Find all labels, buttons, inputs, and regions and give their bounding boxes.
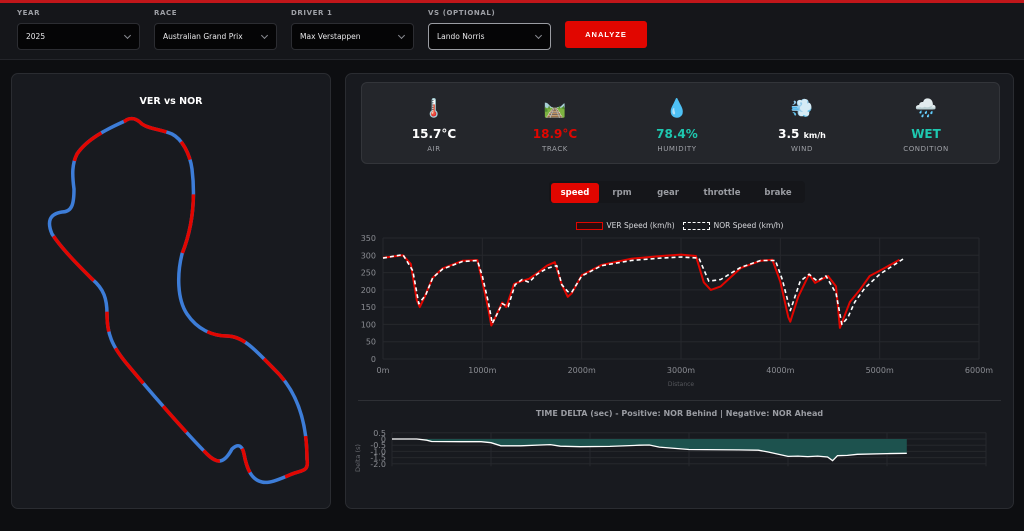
track-icon: 🛤️ (543, 98, 567, 119)
svg-text:Distance: Distance (668, 381, 695, 388)
svg-text:4000m: 4000m (766, 366, 794, 375)
condition-value: WET (911, 127, 941, 141)
driver2-label: VS (OPTIONAL) (428, 9, 496, 17)
year-value: 2025 (26, 32, 46, 41)
weather-track: 🛤️ 18.9°C TRACK (505, 97, 605, 153)
driver2-field: VS (OPTIONAL) Lando Norris (428, 9, 551, 50)
tab-gear[interactable]: gear (657, 188, 679, 198)
wind-icon: 💨 (790, 98, 814, 119)
chevron-down-icon (534, 31, 543, 39)
air-temp-value: 15.7°C (411, 127, 457, 141)
droplet-icon: 💧 (665, 98, 689, 119)
nor-swatch (682, 221, 710, 230)
race-field: RACE Australian Grand Prix (154, 9, 277, 50)
chevron-down-icon (260, 31, 269, 39)
weather-card: 🌡️ 15.7°C AIR 🛤️ 18.9°C TRACK 💧 78.4% HU… (361, 82, 1000, 164)
ver-swatch (575, 221, 603, 230)
svg-text:1000m: 1000m (468, 366, 496, 375)
legend-ver-label: VER Speed (km/h) (606, 221, 675, 230)
legend-nor[interactable]: NOR Speed (km/h) (682, 221, 784, 230)
rain-cloud-icon: 🌧️ (914, 98, 938, 119)
svg-text:0.5: 0.5 (373, 429, 386, 438)
race-label: RACE (154, 9, 178, 17)
telemetry-panel: 🌡️ 15.7°C AIR 🛤️ 18.9°C TRACK 💧 78.4% HU… (345, 73, 1014, 509)
legend-nor-label: NOR Speed (km/h) (713, 221, 784, 230)
driver2-select[interactable]: Lando Norris (428, 23, 551, 50)
driver1-select[interactable]: Max Verstappen (291, 23, 414, 50)
svg-text:-1.5: -1.5 (370, 454, 386, 463)
svg-text:0: 0 (371, 355, 376, 364)
wind-unit: km/h (803, 131, 826, 140)
track-temp-value: 18.9°C (532, 127, 578, 141)
thermometer-icon: 🌡️ (422, 98, 446, 119)
driver1-label: DRIVER 1 (291, 9, 333, 17)
weather-humidity: 💧 78.4% HUMIDITY (627, 97, 727, 153)
svg-text:3000m: 3000m (667, 366, 695, 375)
svg-text:200: 200 (361, 286, 376, 295)
filter-toolbar: YEAR 2025 RACE Australian Grand Prix DRI… (0, 3, 1024, 60)
chevron-down-icon (123, 31, 132, 39)
driver1-field: DRIVER 1 Max Verstappen (291, 9, 414, 50)
year-field: YEAR 2025 (17, 9, 140, 50)
telemetry-tabs: speed rpm gear throttle brake (549, 181, 805, 203)
svg-text:0m: 0m (377, 366, 390, 375)
tab-brake[interactable]: brake (764, 188, 792, 198)
chart-divider (358, 400, 1001, 401)
svg-text:50: 50 (366, 338, 376, 347)
track-temp-label: TRACK (542, 145, 568, 153)
weather-wind: 💨 3.5 km/h WIND (752, 97, 852, 153)
wind-value: 3.5 km/h (752, 127, 852, 141)
race-select[interactable]: Australian Grand Prix (154, 23, 277, 50)
tab-rpm[interactable]: rpm (612, 188, 632, 198)
legend-ver[interactable]: VER Speed (km/h) (575, 221, 675, 230)
track-map-title: VER vs NOR (139, 96, 203, 107)
svg-text:5000m: 5000m (866, 366, 894, 375)
svg-text:100: 100 (361, 320, 376, 329)
svg-text:2000m: 2000m (568, 366, 596, 375)
svg-text:-0.5: -0.5 (370, 441, 386, 450)
tab-throttle[interactable]: throttle (703, 188, 741, 198)
race-value: Australian Grand Prix (163, 32, 243, 41)
accent-line (0, 0, 1024, 3)
svg-text:-2.0: -2.0 (370, 460, 386, 469)
speed-chart: 0 50 100 150 200 250 300 350 0m 1000m 2000m 3000m 40… (361, 234, 994, 388)
speed-chart-legend: VER Speed (km/h) NOR Speed (km/h) (346, 221, 1013, 230)
humidity-value: 78.4% (656, 127, 698, 141)
driver1-value: Max Verstappen (300, 32, 361, 41)
svg-text:Delta (s): Delta (s) (354, 444, 362, 472)
svg-text:350: 350 (361, 234, 376, 243)
year-select[interactable]: 2025 (17, 23, 140, 50)
tab-speed[interactable]: speed (551, 183, 599, 203)
track-map-panel: VER vs NOR (11, 73, 331, 509)
year-label: YEAR (17, 9, 41, 17)
svg-text:150: 150 (361, 303, 376, 312)
delta-chart: 0.50-0.5-1.0-1.5-2.0 Delta (s) (354, 429, 987, 472)
driver2-value: Lando Norris (437, 32, 485, 41)
svg-text:300: 300 (361, 251, 376, 260)
svg-text:-1.0: -1.0 (370, 447, 386, 456)
svg-text:0: 0 (381, 435, 386, 444)
svg-text:250: 250 (361, 269, 376, 278)
wind-label: WIND (790, 145, 813, 153)
weather-condition: 🌧️ WET CONDITION (876, 97, 976, 153)
weather-air: 🌡️ 15.7°C AIR (384, 97, 484, 153)
delta-chart-title: TIME DELTA (sec) - Positive: NOR Behind … (535, 409, 824, 418)
humidity-label: HUMIDITY (657, 145, 697, 153)
svg-text:6000m: 6000m (965, 366, 993, 375)
wind-speed: 3.5 (778, 127, 800, 141)
chevron-down-icon (397, 31, 406, 39)
analyze-button[interactable]: ANALYZE (565, 21, 647, 48)
air-temp-label: AIR (427, 145, 441, 153)
track-map (47, 116, 310, 485)
condition-label: CONDITION (903, 145, 949, 153)
